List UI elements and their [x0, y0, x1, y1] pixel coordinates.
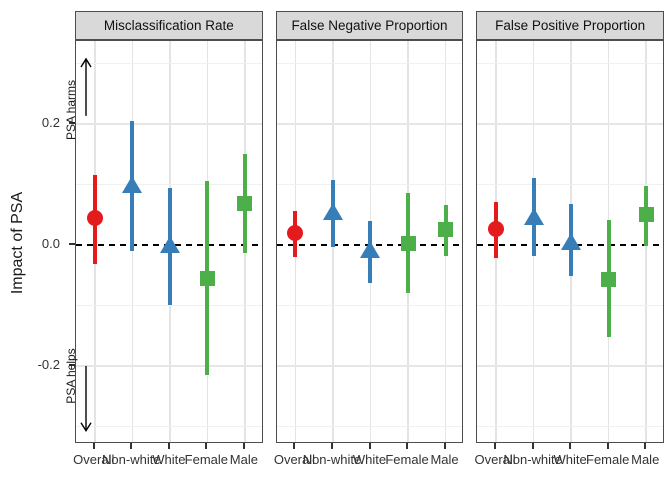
point-estimate-square [601, 271, 617, 287]
point-estimate-triangle [561, 232, 582, 250]
major-gridline [276, 365, 463, 367]
point-estimate-circle [488, 221, 505, 238]
x-axis-label-female: Female [385, 452, 429, 467]
x-tick-mark [330, 443, 333, 449]
x-axis-label-male: Male [631, 452, 660, 467]
y-tick-label: -0.2 [37, 357, 60, 372]
minor-gridline [276, 426, 463, 427]
x-axis-label-non-white: Non-white [503, 452, 562, 467]
annotation-psa-harms: PSA harms [64, 79, 78, 140]
minor-gridline [477, 305, 663, 306]
major-gridline [276, 123, 463, 125]
x-tick-mark [293, 443, 296, 449]
x-tick-mark [167, 443, 170, 449]
x-axis-label-non-white: Non-white [302, 452, 362, 467]
x-tick-mark [531, 443, 534, 449]
minor-gridline [76, 426, 262, 427]
panel-header: False Negative Proportion [275, 11, 464, 40]
x-axis-label-male: Male [430, 452, 459, 467]
down-arrow-icon [80, 366, 92, 433]
point-estimate-square [638, 207, 654, 223]
x-tick-mark [406, 443, 409, 449]
major-gridline [477, 123, 663, 125]
minor-gridline [477, 426, 663, 427]
point-estimate-triangle [122, 175, 143, 193]
minor-gridline [276, 184, 463, 185]
minor-gridline [76, 184, 262, 185]
x-axis-label-white: White [553, 452, 587, 467]
x-tick-mark [205, 443, 208, 449]
minor-gridline [76, 63, 262, 64]
panel-title: False Negative Proportion [291, 18, 448, 33]
y-tick-mark [69, 243, 75, 245]
major-gridline [477, 365, 663, 367]
minor-gridline [276, 63, 463, 64]
x-axis-label-overall: Overall [73, 452, 115, 467]
x-axis-label-white: White [352, 452, 387, 467]
point-estimate-square [237, 196, 253, 212]
x-axis-label-overall: Overall [474, 452, 516, 467]
y-tick-label: 0.0 [41, 236, 60, 251]
y-tick-mark [69, 364, 75, 366]
x-tick-mark [130, 443, 133, 449]
point-estimate-circle [86, 209, 103, 226]
panel-title: False Positive Proportion [495, 18, 646, 33]
x-tick-mark [242, 443, 245, 449]
major-gridline [76, 123, 262, 125]
point-estimate-square [438, 222, 454, 238]
x-axis-label-overall: Overall [273, 452, 316, 467]
minor-gridline [76, 305, 262, 306]
minor-gridline [477, 63, 663, 64]
point-estimate-triangle [159, 236, 180, 253]
point-estimate-triangle [322, 202, 343, 220]
panel-plot-area [476, 40, 664, 443]
panel-plot-area [275, 40, 464, 443]
x-axis-label-female: Female [184, 452, 229, 467]
minor-gridline [276, 305, 463, 306]
annotation-psa-helps: PSA helps [64, 348, 78, 404]
x-tick-mark [606, 443, 609, 449]
point-estimate-square [400, 235, 416, 251]
x-tick-mark [368, 443, 371, 449]
point-estimate-triangle [523, 207, 544, 225]
x-tick-mark [443, 443, 446, 449]
x-tick-mark [92, 443, 95, 449]
panel-title: Misclassification Rate [103, 18, 234, 33]
x-tick-mark [569, 443, 572, 449]
x-axis-label-non-white: Non-white [102, 452, 161, 467]
x-tick-mark [644, 443, 647, 449]
y-tick-mark [69, 122, 75, 124]
x-tick-mark [494, 443, 497, 449]
panel-header: Misclassification Rate [75, 11, 263, 40]
x-axis-label-female: Female [586, 452, 630, 467]
major-gridline [76, 365, 262, 367]
x-axis-label-male: Male [229, 452, 258, 467]
panel-plot-area [75, 40, 263, 443]
x-axis-label-white: White [152, 452, 186, 467]
y-tick-label: 0.2 [41, 115, 60, 130]
panel-header: False Positive Proportion [476, 11, 664, 40]
point-estimate-triangle [360, 240, 381, 258]
up-arrow-icon [80, 57, 92, 117]
point-estimate-circle [287, 224, 304, 241]
minor-gridline [477, 184, 663, 185]
point-estimate-square [199, 270, 215, 286]
